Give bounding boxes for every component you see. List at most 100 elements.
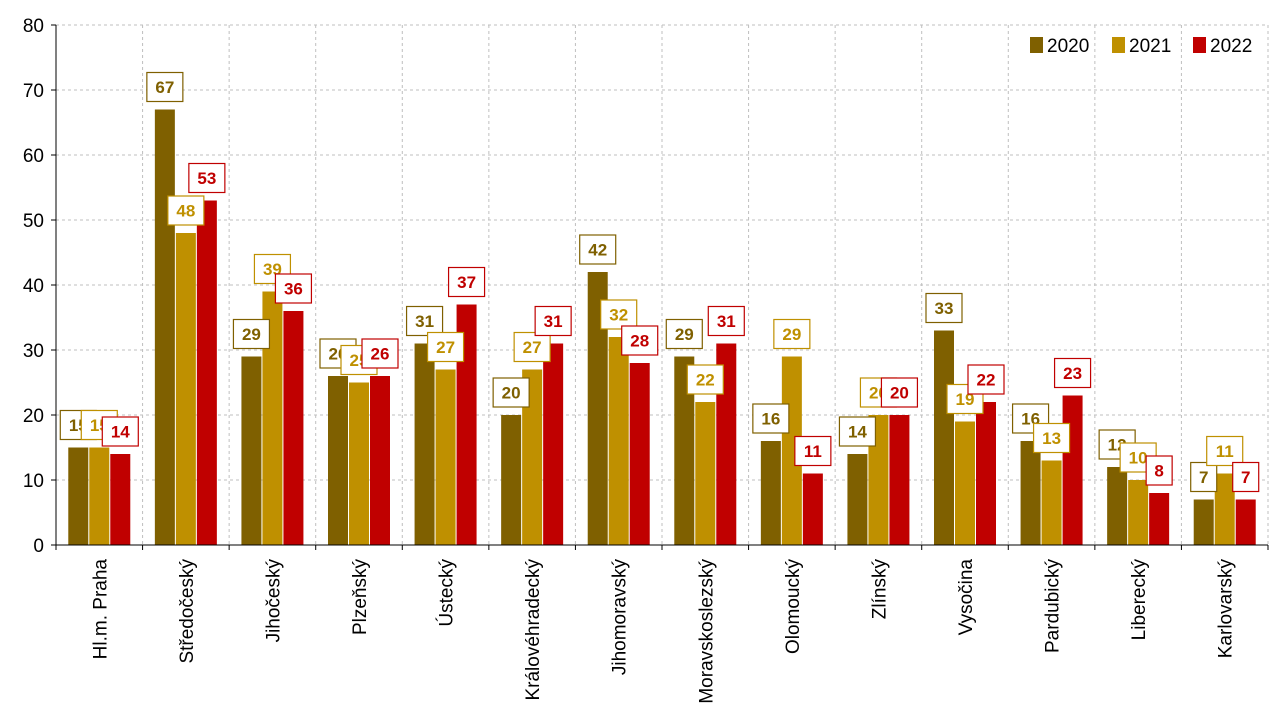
y-tick-label: 10	[23, 471, 44, 492]
data-label: 53	[197, 169, 216, 188]
data-label: 32	[609, 306, 628, 325]
bar-2022	[629, 363, 650, 545]
bar-2020	[1020, 441, 1041, 545]
data-label-box	[600, 299, 638, 330]
legend-swatch-2020	[1030, 37, 1043, 53]
data-label: 19	[956, 390, 975, 409]
bar-2022	[1149, 493, 1170, 545]
legend-label-2021: 2021	[1129, 36, 1171, 57]
x-tick-label: Královéhradecký	[523, 559, 544, 701]
data-label: 14	[111, 423, 130, 442]
data-label: 20	[890, 384, 909, 403]
y-tick-label: 60	[23, 146, 44, 167]
bar-2022	[1235, 499, 1256, 545]
data-label: 33	[935, 299, 954, 318]
legend-label-2020: 2020	[1047, 36, 1089, 57]
x-tick-label: Hl.m. Praha	[90, 559, 111, 660]
y-tick-label: 80	[23, 16, 44, 37]
data-label-box	[146, 71, 184, 103]
y-axis: 0 10 20 30 40 50 60 70 80	[23, 16, 57, 557]
bar-2022	[196, 200, 217, 545]
bar-2020	[934, 330, 954, 545]
data-label-box	[447, 266, 486, 298]
x-tick-label: Jihomoravský	[610, 559, 631, 676]
data-label: 13	[1042, 429, 1061, 448]
data-label-box	[880, 377, 919, 408]
data-label-box	[707, 305, 745, 337]
data-label: 31	[717, 312, 736, 331]
data-label-box	[621, 325, 659, 356]
data-label-box	[925, 292, 963, 324]
data-label: 22	[696, 371, 715, 390]
data-label-box	[492, 377, 530, 408]
data-label: 42	[588, 241, 607, 260]
bar-2020	[847, 454, 868, 545]
legend-swatch-2021	[1112, 37, 1125, 53]
data-label: 29	[782, 325, 801, 344]
bar-2022	[889, 415, 910, 545]
x-tick-label: Olomoucký	[783, 559, 804, 655]
x-tick-label: Pardubický	[1043, 559, 1064, 653]
data-label-box	[426, 331, 465, 363]
data-label: 37	[457, 273, 476, 292]
bar-2021	[695, 402, 716, 545]
data-label-box	[1145, 455, 1173, 486]
y-tick-label: 0	[33, 536, 44, 557]
data-label-box	[188, 162, 226, 194]
legend-label-2022: 2022	[1210, 36, 1252, 57]
data-label-box	[167, 195, 205, 226]
bar-2020	[760, 441, 781, 545]
data-label-box	[1190, 461, 1218, 493]
x-tick-label: Vysočina	[956, 559, 977, 636]
data-label: 20	[502, 384, 521, 403]
legend-swatch-2022	[1193, 37, 1206, 53]
bar-2022	[976, 402, 996, 545]
data-label: 8	[1154, 462, 1163, 481]
data-label: 48	[176, 202, 195, 221]
x-tick-label: Zlínský	[869, 559, 890, 620]
data-label-box	[1206, 435, 1244, 467]
bar-2021	[435, 369, 456, 545]
bar-2020	[414, 343, 435, 545]
data-label-box	[665, 318, 703, 350]
bar-2022	[283, 311, 304, 545]
y-tick-label: 30	[23, 341, 44, 362]
data-label: 67	[155, 78, 174, 97]
data-label: 26	[371, 345, 390, 364]
data-label-box	[1232, 461, 1260, 493]
data-label: 14	[848, 423, 867, 442]
data-label-box	[361, 338, 399, 369]
bar-2021	[608, 337, 629, 545]
bar-2021	[89, 447, 110, 545]
x-tick-label: Moravskoslezský	[696, 559, 717, 704]
data-label: 11	[1216, 442, 1234, 461]
bar-2020	[241, 356, 262, 545]
bar-2021	[1041, 460, 1062, 545]
data-label: 29	[242, 325, 261, 344]
data-label-box	[752, 403, 790, 434]
data-label-box	[101, 416, 139, 447]
data-label: 29	[675, 325, 694, 344]
bar-2022	[110, 454, 131, 545]
bars	[68, 109, 1256, 545]
bar-2020	[1107, 467, 1128, 545]
data-label-box	[513, 331, 551, 363]
data-label: 28	[630, 332, 649, 351]
bar-2022	[802, 473, 823, 545]
data-label-box	[838, 416, 877, 447]
data-label-box	[579, 234, 617, 265]
bar-2020	[154, 109, 175, 545]
data-label-box	[405, 305, 444, 337]
data-label: 31	[415, 312, 434, 331]
bar-2021	[262, 291, 283, 545]
y-tick-label: 50	[23, 211, 44, 232]
data-label-box	[1032, 422, 1071, 454]
gridlines	[56, 24, 1269, 545]
data-label-box	[534, 305, 572, 337]
data-label: 27	[523, 338, 542, 357]
data-label-box	[967, 364, 1005, 395]
data-label-box	[1053, 357, 1092, 389]
bar-2022	[1062, 395, 1083, 545]
data-label-box	[274, 273, 313, 304]
